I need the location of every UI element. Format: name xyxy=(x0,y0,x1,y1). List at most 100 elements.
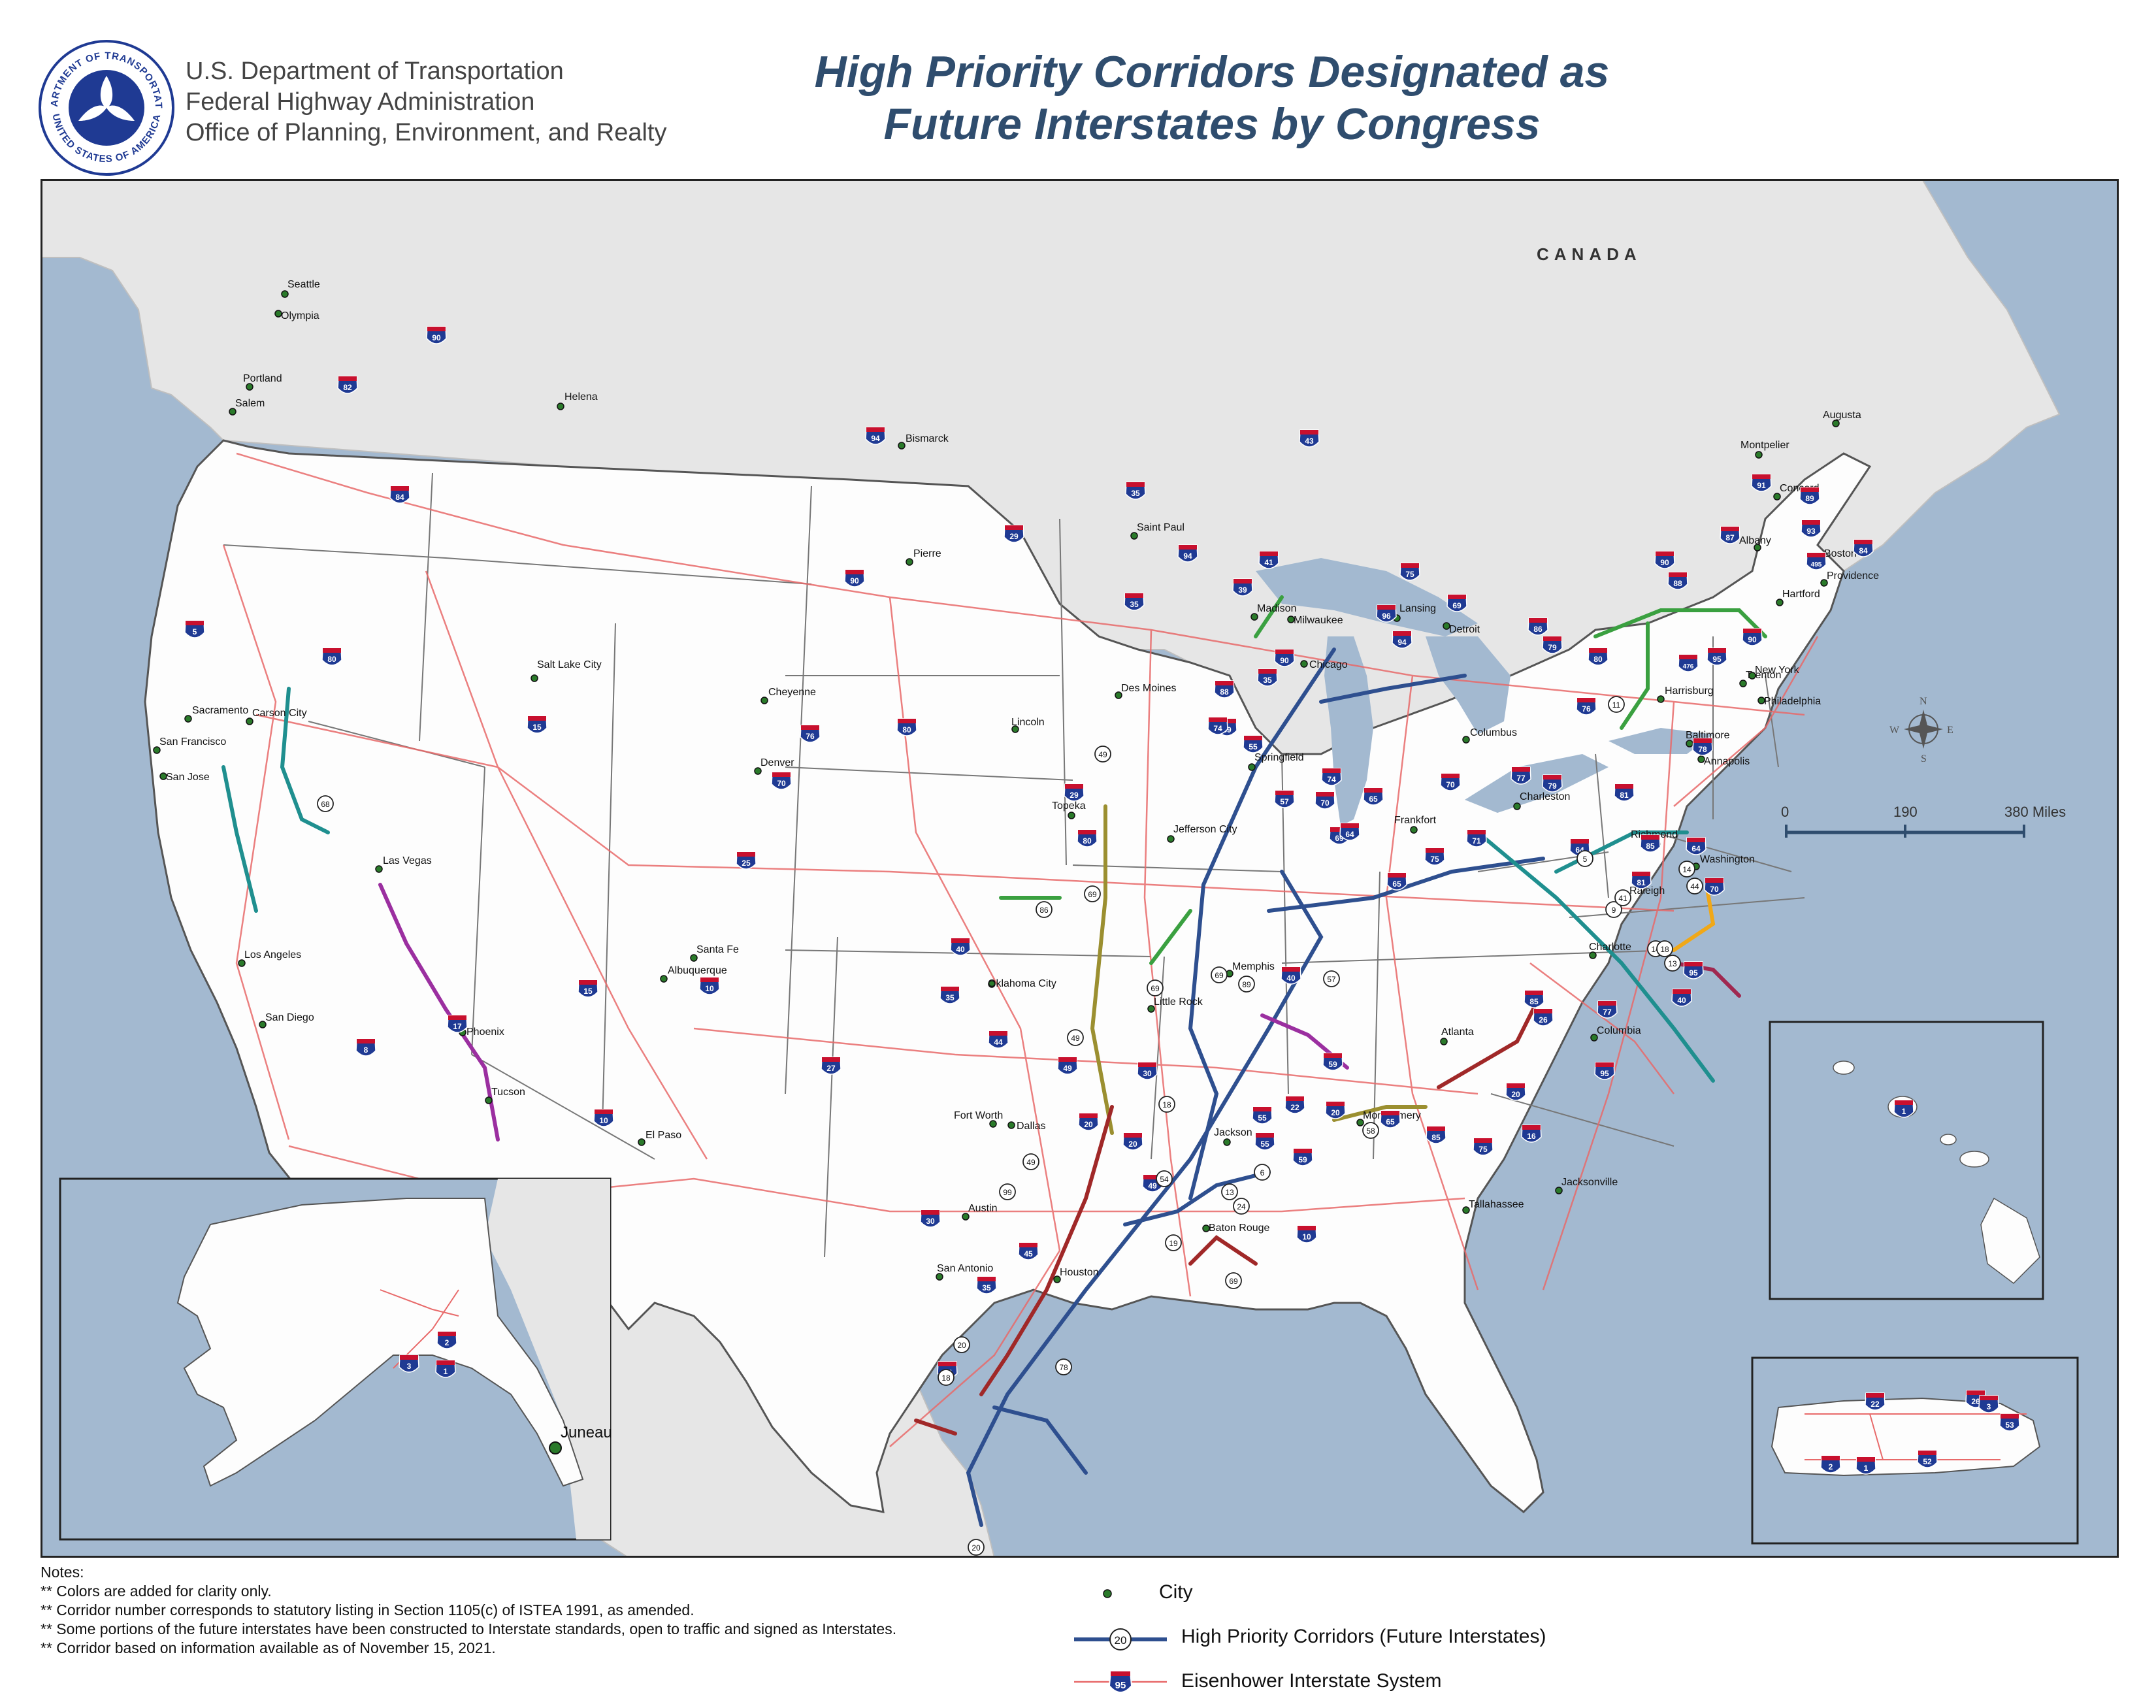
interstate-shield: 85 xyxy=(1426,1126,1446,1144)
interstate-shield: 70 xyxy=(1440,773,1461,791)
city-dot xyxy=(1820,579,1828,587)
interstate-shield: 70 xyxy=(771,772,792,790)
interstate-shield: 43 xyxy=(1299,429,1320,448)
corridor-shield: 49 xyxy=(1094,746,1111,763)
note-line: ** Some portions of the future interstat… xyxy=(41,1620,897,1637)
svg-text:16: 16 xyxy=(1527,1132,1536,1141)
svg-text:30: 30 xyxy=(926,1217,935,1226)
svg-text:1: 1 xyxy=(444,1367,448,1376)
svg-text:13: 13 xyxy=(1225,1188,1234,1197)
title-line: High Priority Corridors Designated as xyxy=(814,47,1610,97)
city-dot xyxy=(1776,599,1784,606)
city-dot xyxy=(962,1213,970,1221)
svg-text:95: 95 xyxy=(1600,1069,1609,1078)
corridor-line xyxy=(1090,804,1114,1135)
svg-text:77: 77 xyxy=(1516,774,1526,783)
svg-text:14: 14 xyxy=(1682,865,1691,874)
interstate-shield: 71 xyxy=(1466,829,1487,847)
corridor-shield: 69 xyxy=(1225,1272,1242,1289)
svg-text:20: 20 xyxy=(957,1341,966,1350)
legend-corridor-label: High Priority Corridors (Future Intersta… xyxy=(1181,1626,1546,1647)
svg-text:53: 53 xyxy=(2005,1421,2014,1430)
interstate-shield: 22 xyxy=(1865,1392,1886,1411)
interstate-shield: 91 xyxy=(1751,474,1772,492)
svg-text:70: 70 xyxy=(1320,798,1330,808)
svg-text:71: 71 xyxy=(1472,836,1481,846)
svg-text:74: 74 xyxy=(1213,724,1222,733)
compass-e: E xyxy=(1947,725,1953,736)
legend-interstate-number: 95 xyxy=(1115,1680,1126,1691)
note-line: ** Colors are added for clarity only. xyxy=(41,1583,272,1600)
svg-text:80: 80 xyxy=(1593,655,1603,664)
svg-text:2: 2 xyxy=(445,1338,449,1347)
interstate-shield: 30 xyxy=(1137,1062,1158,1080)
svg-text:54: 54 xyxy=(1160,1175,1169,1184)
interstate-shield: 22 xyxy=(1284,1096,1305,1114)
corridor-shield: 18 xyxy=(938,1369,955,1386)
interstate-shield: 65 xyxy=(1386,872,1407,891)
interstate-shield: 75 xyxy=(1399,563,1420,581)
interstate-shield: 95 xyxy=(1683,961,1704,979)
city-dot xyxy=(936,1273,943,1281)
interstate-shield: 79 xyxy=(1542,774,1563,793)
svg-text:85: 85 xyxy=(1431,1133,1441,1142)
svg-text:82: 82 xyxy=(343,383,352,392)
city-label: Fort Worth xyxy=(954,1110,1003,1121)
legend-corridor-number: 20 xyxy=(1115,1634,1127,1647)
city-label: Columbia xyxy=(1597,1025,1641,1036)
interstate-shield: 15 xyxy=(578,979,598,998)
lake-ontario xyxy=(1609,728,1713,754)
interstate-shield: 17 xyxy=(447,1015,468,1033)
interstate-shield: 74 xyxy=(1321,768,1342,786)
svg-text:86: 86 xyxy=(1533,625,1543,634)
city-label: Helena xyxy=(564,391,598,402)
svg-text:65: 65 xyxy=(1392,879,1401,889)
svg-text:3: 3 xyxy=(407,1362,412,1371)
hawaii-inset: 1 xyxy=(1769,1021,2044,1300)
corridor-shield: 18 xyxy=(1656,940,1673,957)
interstate-shield: 55 xyxy=(1254,1132,1275,1151)
city-label: Annapolis xyxy=(1704,756,1750,767)
city-label: Seattle xyxy=(287,279,320,290)
interstate-shield: 79 xyxy=(1542,636,1563,654)
svg-text:65: 65 xyxy=(1369,795,1378,804)
interstate-sample-icon: 95 xyxy=(1074,1671,1167,1693)
svg-text:35: 35 xyxy=(1130,600,1139,609)
city-dot xyxy=(638,1138,645,1146)
corridor-shield: 19 xyxy=(1165,1234,1182,1251)
corridor-shield: 49 xyxy=(1067,1029,1084,1046)
interstate-shield: 95 xyxy=(1707,648,1727,666)
city-dot xyxy=(1739,680,1747,687)
agency-line: U.S. Department of Transportation xyxy=(186,57,564,85)
svg-text:78: 78 xyxy=(1698,745,1707,754)
svg-text:45: 45 xyxy=(1024,1249,1033,1258)
city-dot xyxy=(1686,740,1693,747)
interstate-shield: 20 xyxy=(1505,1083,1526,1101)
interstate-shield: 35 xyxy=(1257,668,1278,687)
svg-text:35: 35 xyxy=(1263,676,1272,685)
city-label: Tallahassee xyxy=(1469,1199,1524,1210)
city-dot xyxy=(1757,697,1765,704)
interstate-shield: 94 xyxy=(1392,631,1413,649)
svg-text:29: 29 xyxy=(1009,532,1019,541)
svg-text:49: 49 xyxy=(1148,1181,1157,1191)
city-dot xyxy=(259,1021,267,1028)
svg-text:20: 20 xyxy=(1128,1140,1137,1149)
city-dot xyxy=(557,402,564,410)
corridor-shield: 86 xyxy=(1036,901,1053,918)
city-dot xyxy=(1356,1119,1364,1126)
interstate-shield: 35 xyxy=(1125,482,1146,500)
svg-text:55: 55 xyxy=(1249,742,1258,751)
interstate-shield: 1 xyxy=(1893,1100,1914,1118)
interstate-shield: 40 xyxy=(950,938,971,956)
svg-text:69: 69 xyxy=(1088,890,1097,899)
svg-text:35: 35 xyxy=(982,1283,991,1292)
interstate-shield: 88 xyxy=(1667,572,1688,590)
svg-text:35: 35 xyxy=(1131,489,1140,498)
city-label: Baton Rouge xyxy=(1209,1223,1270,1234)
city-dot xyxy=(229,408,237,416)
svg-text:70: 70 xyxy=(1446,780,1455,789)
svg-text:88: 88 xyxy=(1673,579,1682,588)
country-label-canada: CANADA xyxy=(1537,244,1642,264)
city-dot xyxy=(906,558,913,566)
